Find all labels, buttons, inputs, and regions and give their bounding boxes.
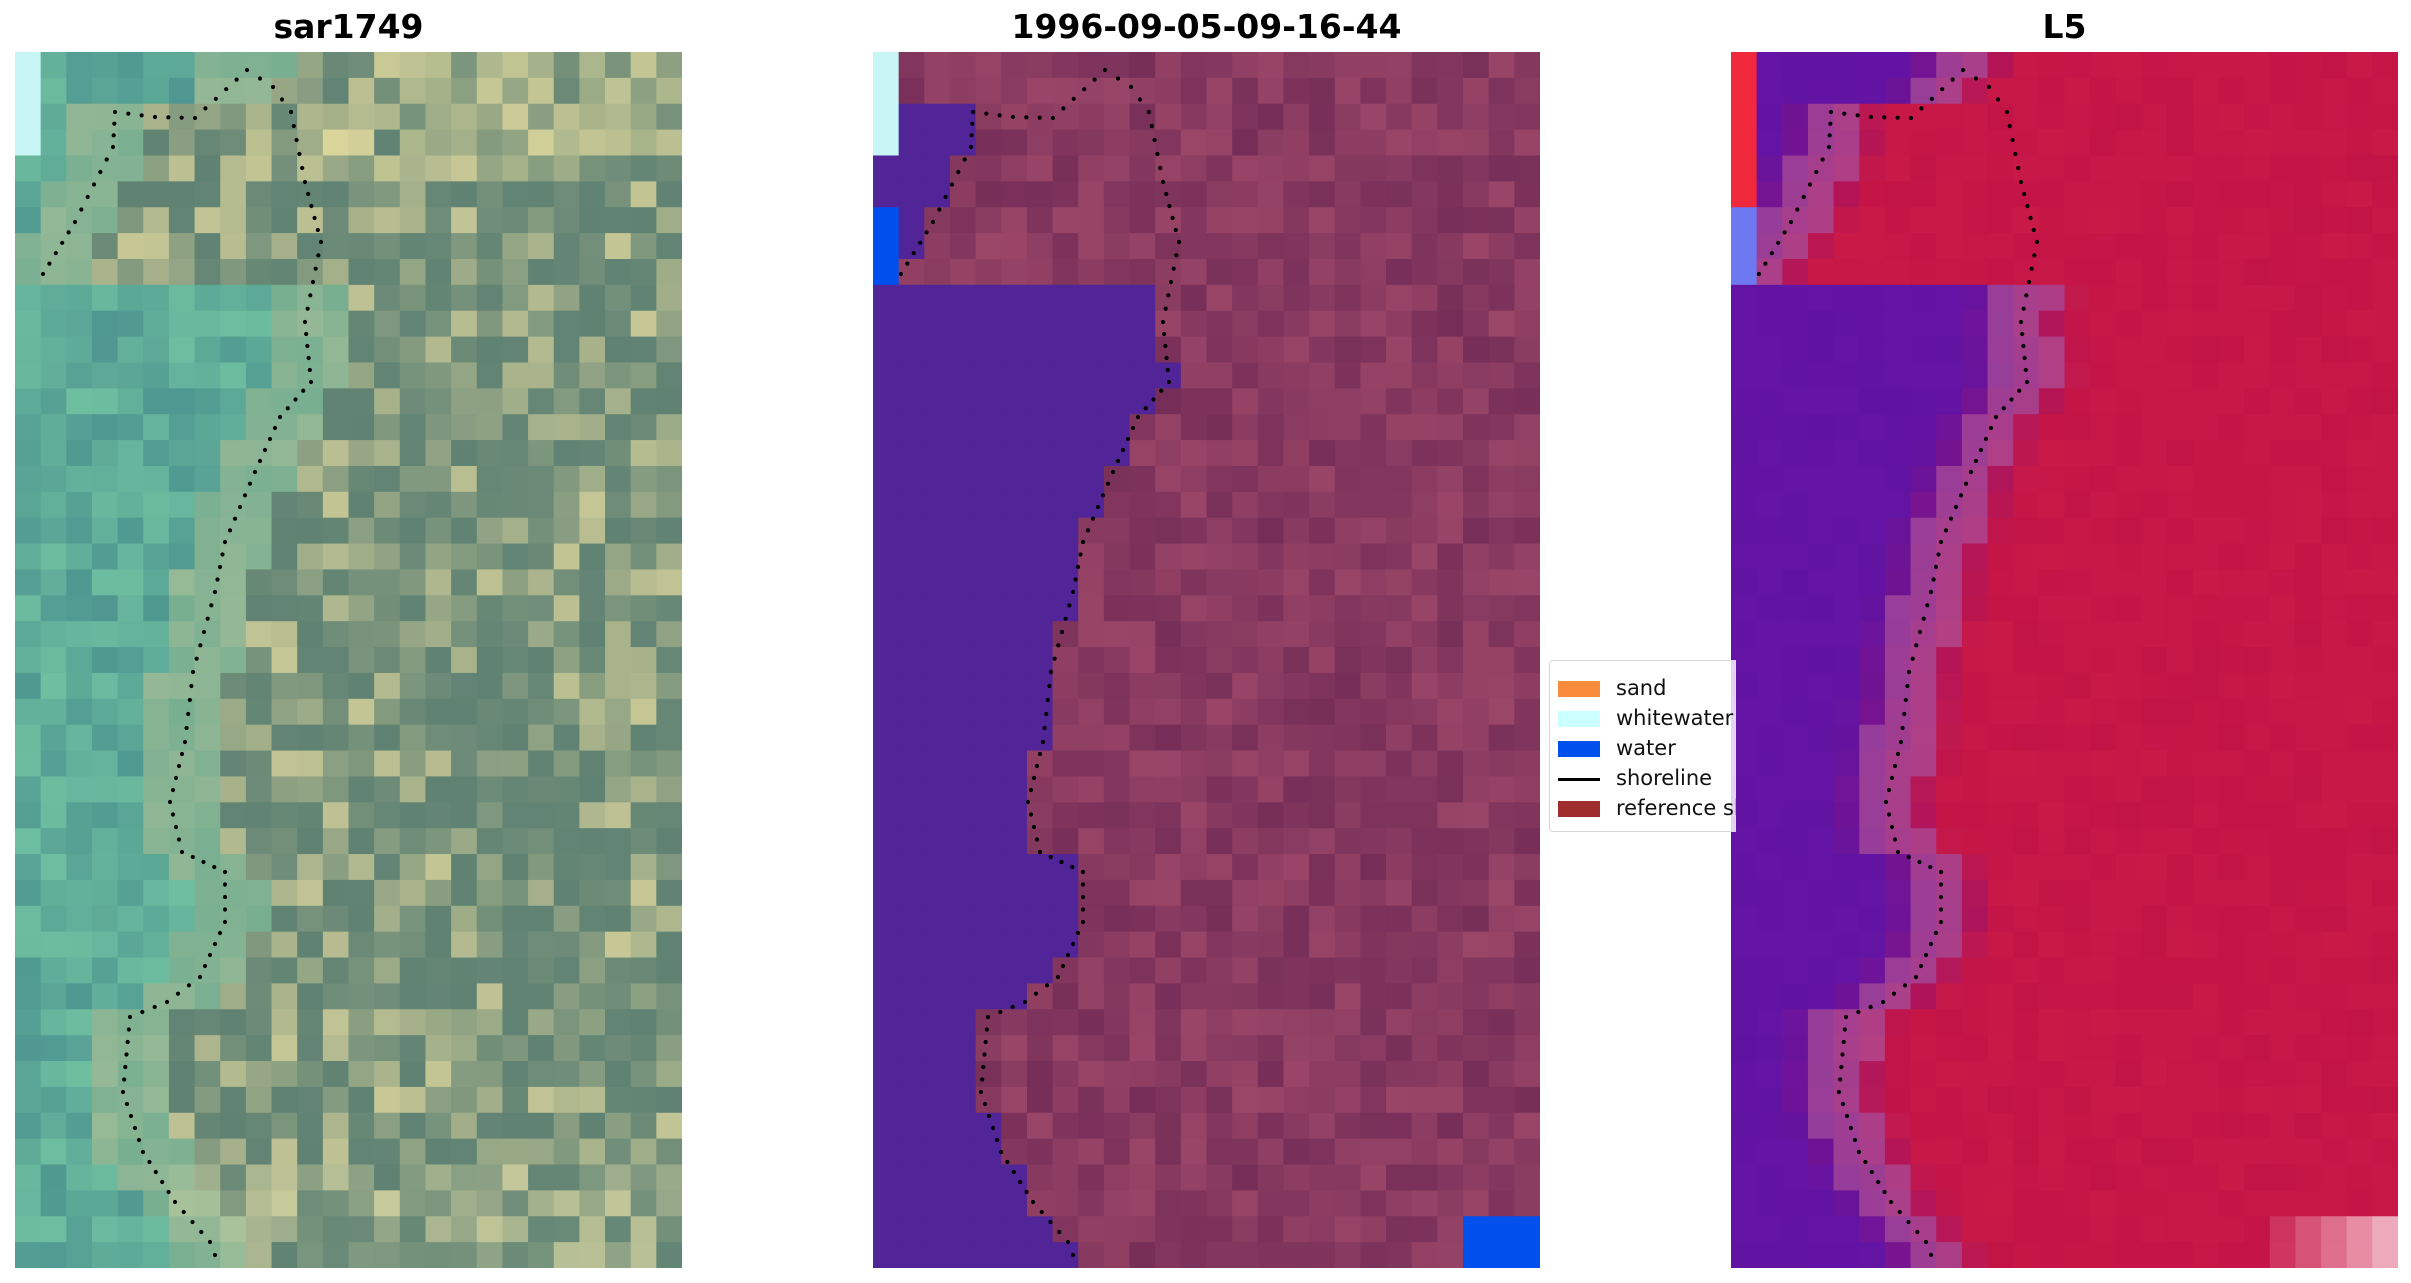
classified-image-panel [873, 52, 1540, 1268]
legend-item-water: water [1550, 734, 1736, 762]
index-image-panel [1731, 52, 2398, 1268]
whitewater-swatch [1558, 711, 1600, 727]
legend-item-whitewater: whitewater [1550, 704, 1736, 732]
legend-label: shoreline [1616, 766, 1713, 790]
shoreline-dots [898, 67, 1182, 1258]
water-swatch [1558, 741, 1600, 757]
reference-shoreline-swatch [1558, 801, 1600, 817]
legend-label: whitewater [1616, 706, 1734, 730]
panel-title-left: sar1749 [273, 7, 424, 46]
shoreline-dots [40, 67, 324, 1258]
panel-title-middle: 1996-09-05-09-16-44 [1011, 7, 1402, 46]
legend-label: sand [1616, 676, 1667, 700]
legend-item-sand: sand [1550, 674, 1736, 702]
legend: sand whitewater water shoreline referenc… [1549, 660, 1736, 832]
shoreline-dots [1756, 67, 2040, 1258]
legend-item-reference-shoreline: reference shoreline [1550, 794, 1736, 822]
shoreline-line-icon [1558, 778, 1600, 781]
legend-item-shoreline: shoreline [1550, 764, 1736, 792]
legend-label: water [1616, 736, 1676, 760]
rgb-image-panel [15, 52, 682, 1268]
legend-label: reference shoreline [1616, 796, 1736, 820]
panel-title-right: L5 [2042, 7, 2087, 46]
sand-swatch [1558, 681, 1600, 697]
